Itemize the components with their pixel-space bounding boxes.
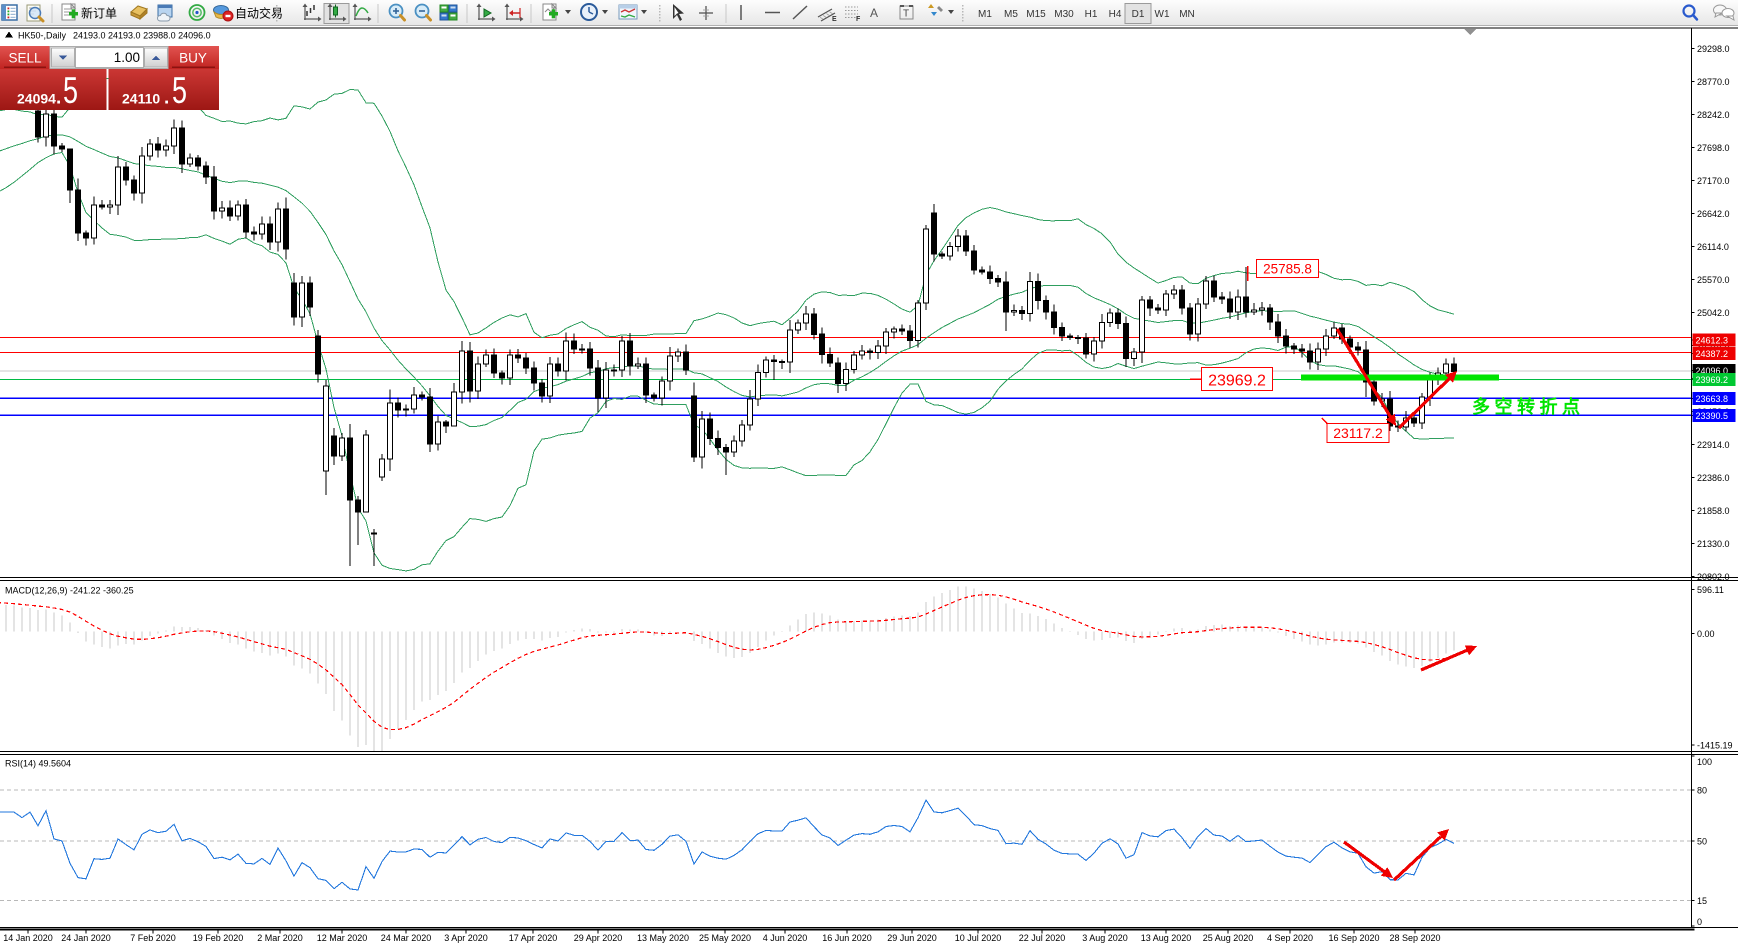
svg-text:16 Jun 2020: 16 Jun 2020 <box>822 933 872 943</box>
svg-text:3 Aug 2020: 3 Aug 2020 <box>1082 933 1128 943</box>
svg-text:MN: MN <box>1179 9 1195 20</box>
svg-text:W1: W1 <box>1155 9 1170 20</box>
svg-text:17 Apr 2020: 17 Apr 2020 <box>509 933 558 943</box>
svg-text:BUY: BUY <box>179 51 207 66</box>
svg-text:22386.0: 22386.0 <box>1697 473 1730 483</box>
svg-text:15: 15 <box>1697 896 1707 906</box>
svg-text:25 Aug 2020: 25 Aug 2020 <box>1203 933 1254 943</box>
svg-text:25785.8: 25785.8 <box>1263 262 1312 277</box>
svg-text:24096.0: 24096.0 <box>1696 366 1729 376</box>
svg-text:23969.2: 23969.2 <box>1208 373 1266 390</box>
svg-text:29 Apr 2020: 29 Apr 2020 <box>574 933 623 943</box>
svg-text:12 Mar 2020: 12 Mar 2020 <box>317 933 368 943</box>
svg-text:22 Jul 2020: 22 Jul 2020 <box>1019 933 1066 943</box>
svg-text:28770.0: 28770.0 <box>1697 77 1730 87</box>
svg-text:24094: 24094 <box>17 91 56 107</box>
svg-text:24 Jan 2020: 24 Jan 2020 <box>61 933 111 943</box>
svg-text:4 Jun 2020: 4 Jun 2020 <box>763 933 808 943</box>
svg-text:24 Mar 2020: 24 Mar 2020 <box>381 933 432 943</box>
svg-text:23969.2: 23969.2 <box>1696 375 1729 385</box>
svg-text:0.00: 0.00 <box>1697 629 1715 639</box>
svg-text:D1: D1 <box>1132 9 1145 20</box>
svg-text:22914.0: 22914.0 <box>1697 440 1730 450</box>
svg-text:自动交易: 自动交易 <box>235 6 283 21</box>
svg-text:25570.0: 25570.0 <box>1697 275 1730 285</box>
svg-text:23117.2: 23117.2 <box>1333 425 1383 441</box>
svg-text:1.00: 1.00 <box>114 50 140 65</box>
svg-text:2 Mar 2020: 2 Mar 2020 <box>257 933 303 943</box>
svg-text:10 Jul 2020: 10 Jul 2020 <box>955 933 1002 943</box>
svg-text:100: 100 <box>1697 757 1712 767</box>
svg-text:7 Feb 2020: 7 Feb 2020 <box>130 933 176 943</box>
svg-text:19 Feb 2020: 19 Feb 2020 <box>193 933 244 943</box>
svg-text:F: F <box>856 16 861 23</box>
svg-text:M30: M30 <box>1054 9 1074 20</box>
svg-text:14 Jan 2020: 14 Jan 2020 <box>3 933 53 943</box>
svg-text:50: 50 <box>1697 837 1707 847</box>
svg-text:27698.0: 27698.0 <box>1697 143 1730 153</box>
svg-text:.: . <box>164 88 169 109</box>
svg-text:M5: M5 <box>1004 9 1018 20</box>
svg-text:RSI(14) 49.5604: RSI(14) 49.5604 <box>5 759 71 769</box>
svg-text:A: A <box>870 6 878 20</box>
svg-text:24387.2: 24387.2 <box>1696 349 1729 359</box>
svg-text:26114.0: 26114.0 <box>1697 242 1729 252</box>
svg-text:29 Jun 2020: 29 Jun 2020 <box>887 933 937 943</box>
svg-text:28 Sep 2020: 28 Sep 2020 <box>1389 933 1440 943</box>
svg-text:27170.0: 27170.0 <box>1697 176 1730 186</box>
svg-text:5: 5 <box>63 70 78 111</box>
svg-text:28242.0: 28242.0 <box>1697 110 1730 120</box>
svg-text:多空转折点: 多空转折点 <box>1472 396 1585 417</box>
svg-text:H1: H1 <box>1085 9 1098 20</box>
svg-text:25042.0: 25042.0 <box>1697 308 1730 318</box>
svg-text:23390.5: 23390.5 <box>1696 411 1729 421</box>
svg-text:0: 0 <box>1697 917 1702 927</box>
svg-text:20802.0: 20802.0 <box>1697 572 1730 582</box>
svg-text:596.11: 596.11 <box>1697 585 1724 595</box>
svg-text:24110: 24110 <box>122 91 160 107</box>
svg-text:5: 5 <box>172 70 187 111</box>
svg-text:新订单: 新订单 <box>81 6 117 21</box>
svg-text:.: . <box>56 88 61 109</box>
svg-text:25 May 2020: 25 May 2020 <box>699 933 751 943</box>
svg-text:MACD(12,26,9) -241.22 -360.25: MACD(12,26,9) -241.22 -360.25 <box>5 586 134 596</box>
svg-text:21330.0: 21330.0 <box>1697 539 1730 549</box>
svg-text:26642.0: 26642.0 <box>1697 209 1730 219</box>
svg-text:13 Aug 2020: 13 Aug 2020 <box>1141 933 1192 943</box>
svg-text:T: T <box>903 9 909 20</box>
svg-text:80: 80 <box>1697 786 1707 796</box>
svg-text:24193.0 24193.0 23988.0 24096.: 24193.0 24193.0 23988.0 24096.0 <box>73 31 211 41</box>
svg-text:E: E <box>832 16 837 23</box>
svg-text:3 Apr 2020: 3 Apr 2020 <box>444 933 488 943</box>
svg-text:24612.3: 24612.3 <box>1696 335 1729 345</box>
svg-text:H4: H4 <box>1109 9 1122 20</box>
svg-text:M15: M15 <box>1026 9 1046 20</box>
svg-text:HK50-,Daily: HK50-,Daily <box>18 31 67 41</box>
svg-text:21858.0: 21858.0 <box>1697 506 1730 516</box>
svg-text:16 Sep 2020: 16 Sep 2020 <box>1328 933 1379 943</box>
svg-text:SELL: SELL <box>8 51 42 66</box>
svg-text:M1: M1 <box>978 9 992 20</box>
svg-text:-1415.19: -1415.19 <box>1697 741 1733 751</box>
svg-text:23663.8: 23663.8 <box>1696 394 1729 404</box>
svg-text:4 Sep 2020: 4 Sep 2020 <box>1267 933 1313 943</box>
svg-text:29298.0: 29298.0 <box>1697 44 1730 54</box>
svg-text:13 May 2020: 13 May 2020 <box>637 933 689 943</box>
